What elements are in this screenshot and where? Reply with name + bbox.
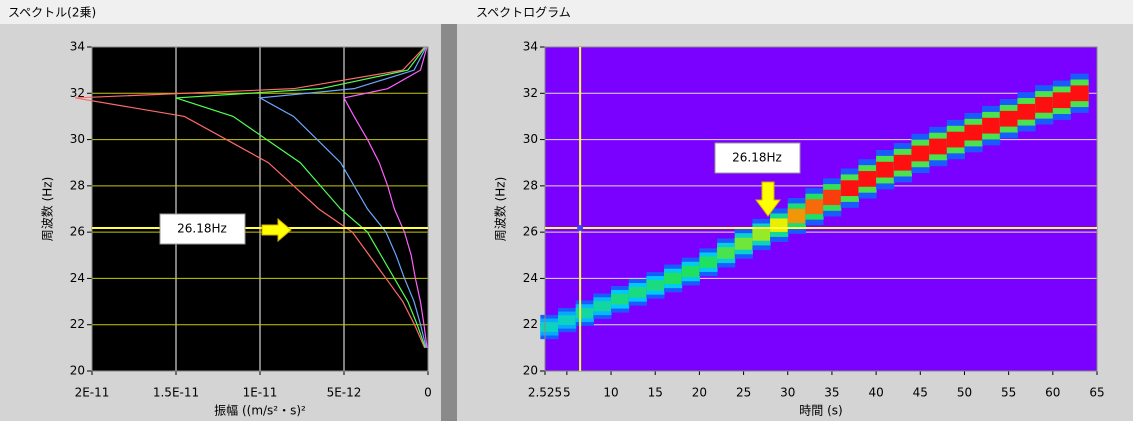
heat-cell: [646, 280, 665, 291]
x-tick-label: 15: [648, 386, 663, 400]
arrow: [261, 217, 292, 243]
x-tick-label: 45: [913, 386, 928, 400]
heat-cell: [734, 237, 753, 250]
plot-frame: [544, 46, 1098, 372]
y-tick-label: 30: [523, 132, 538, 146]
heat-cell: [540, 322, 559, 332]
spectrum-line: [343, 46, 428, 348]
x-tick-label: 60: [1045, 386, 1060, 400]
heat-cell: [858, 171, 877, 187]
x-tick-label: 2.525: [528, 386, 562, 400]
y-tick-label: 24: [523, 271, 538, 285]
x-tick-label: 10: [603, 386, 618, 400]
y-tick-label: 20: [70, 364, 85, 378]
y-tick-label: 28: [70, 178, 85, 192]
y-tick-label: 32: [523, 86, 538, 100]
y-tick-label: 34: [70, 40, 85, 54]
heat-cell: [664, 272, 683, 284]
heat-cell: [893, 154, 912, 171]
cursor-point: [577, 224, 584, 231]
heat-cell: [717, 247, 736, 259]
annotation-box: [159, 213, 246, 245]
x-tick-label: 20: [692, 386, 707, 400]
y-tick-label: 32: [70, 86, 85, 100]
heat-cell: [593, 301, 612, 312]
x-tick-label: 1E-11: [243, 386, 278, 400]
panel-title: スペクトル(2乗): [8, 6, 96, 20]
y-tick-label: 24: [70, 271, 85, 285]
y-tick-label: 34: [523, 40, 538, 54]
y-axis-label: 周波数 (Hz): [40, 177, 55, 242]
heat-cell: [929, 138, 948, 155]
x-tick-label: 25: [736, 386, 751, 400]
annotation: 26.18Hz: [732, 151, 782, 165]
heat-cell: [1052, 92, 1071, 109]
x-tick-label: 1.5E-11: [153, 386, 199, 400]
x-tick-label: 55: [1001, 386, 1016, 400]
y-axis-label: 周波数 (Hz): [493, 177, 508, 242]
heat-cell: [575, 308, 594, 319]
heat-cell: [982, 117, 1001, 134]
x-tick-label: 40: [868, 386, 883, 400]
annotation: 26.18Hz: [177, 222, 227, 236]
y-tick-label: 26: [70, 225, 85, 239]
y-tick-label: 22: [70, 317, 85, 331]
heat-cell: [787, 208, 806, 224]
heat-cell: [946, 131, 965, 148]
heat-cell: [999, 110, 1018, 127]
y-tick-label: 20: [523, 364, 538, 378]
x-tick-label: 65: [1089, 386, 1104, 400]
heat-cell: [840, 180, 859, 197]
heat-cell: [1035, 96, 1054, 113]
x-tick-label: 0: [424, 386, 432, 400]
plot-frame: [91, 46, 429, 372]
y-tick-label: 28: [523, 178, 538, 192]
x-tick-label: 5E-12: [327, 386, 362, 400]
heat-cell: [964, 124, 983, 141]
heat-cell: [699, 256, 718, 268]
heat-cell: [876, 161, 895, 178]
y-tick-label: 30: [70, 132, 85, 146]
heat-cell: [558, 315, 577, 325]
x-tick-label: 30: [780, 386, 795, 400]
arrow: [755, 181, 781, 217]
x-tick-label: 2E-11: [75, 386, 110, 400]
x-tick-label: 50: [957, 386, 972, 400]
y-tick-label: 26: [523, 225, 538, 239]
heat-cell: [805, 199, 824, 215]
heat-cell: [752, 228, 771, 241]
annotation-box: [714, 142, 801, 174]
heat-cell: [823, 189, 842, 206]
heat-cell: [681, 265, 700, 278]
x-tick-label: 35: [824, 386, 839, 400]
divider: [441, 24, 457, 421]
heat-cell: [1070, 85, 1089, 102]
heat-cell: [911, 145, 930, 162]
heat-cell: [770, 218, 789, 232]
x-axis-label: 振幅 ((m/s²・s)²: [214, 403, 306, 418]
heat-cell: [611, 293, 630, 305]
y-tick-label: 22: [523, 317, 538, 331]
x-axis-label: 時間 (s): [799, 404, 842, 418]
heat-cell: [628, 286, 647, 298]
spectrum-line: [258, 46, 427, 348]
heat-cell: [1017, 103, 1036, 120]
spectrum-line: [175, 46, 426, 349]
x-tick-label: 5: [563, 386, 571, 400]
spectrum-line: [75, 46, 426, 349]
panel-title: スペクトログラム: [476, 6, 571, 20]
